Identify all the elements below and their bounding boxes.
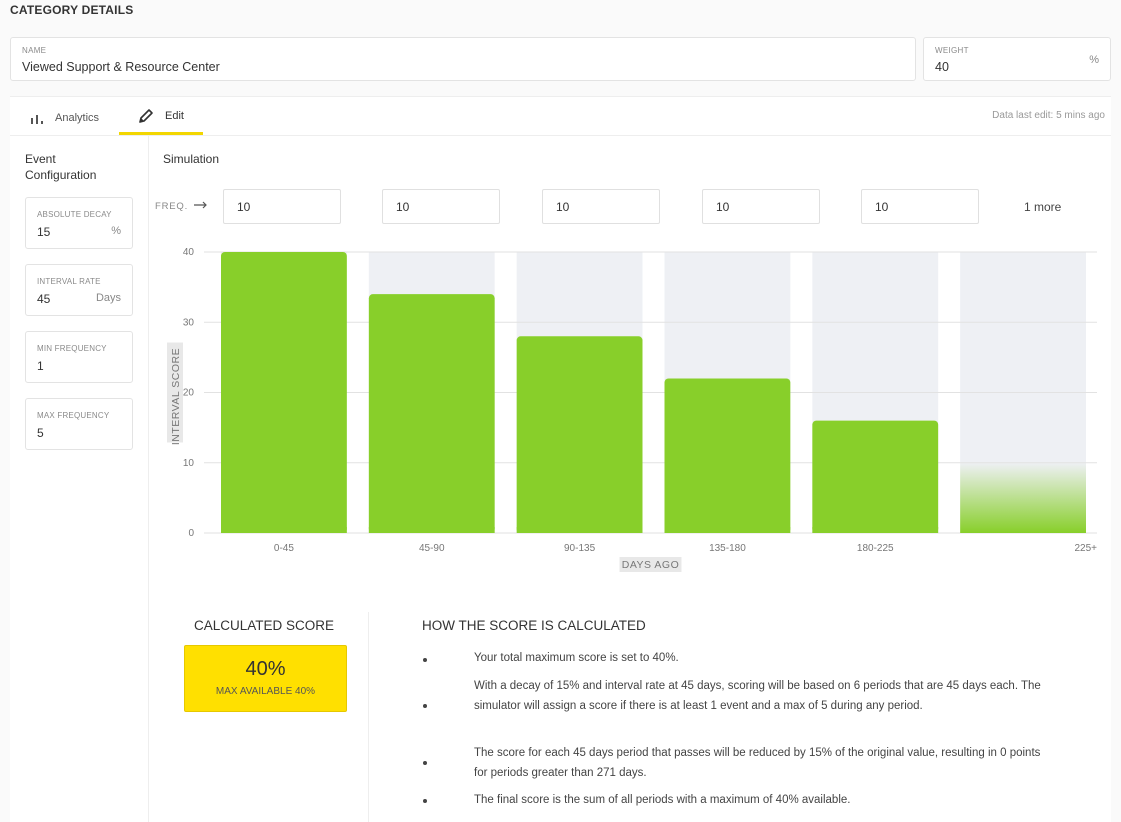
min-frequency-label: MIN FREQUENCY: [37, 344, 107, 353]
bar-base: [368, 527, 495, 533]
y-tick-label: 20: [183, 388, 195, 399]
x-axis-label-bg: [619, 557, 682, 572]
event-config-title: Event Configuration: [25, 152, 97, 182]
weight-field-label: WEIGHT: [935, 46, 969, 55]
x-tick-label: 0-45: [274, 543, 294, 554]
absolute-decay-value: 15: [37, 225, 51, 239]
tab-analytics[interactable]: Analytics: [30, 100, 110, 135]
arrow-right-icon: [194, 201, 208, 212]
name-field-value: Viewed Support & Resource Center: [22, 60, 220, 74]
bar-225+: [960, 462, 1086, 533]
y-tick-label: 40: [183, 247, 195, 258]
tab-analytics-label: Analytics: [55, 111, 100, 124]
how-bullet-4: The final score is the sum of all period…: [474, 794, 851, 806]
bar-180-225: [812, 420, 939, 533]
absolute-decay-label: ABSOLUTE DECAY: [37, 210, 112, 219]
chart-axis-labels: DAYS AGO INTERVAL SCORE: [167, 342, 682, 572]
calculated-score-value: 40%: [245, 658, 286, 680]
x-tick-label: 45-90: [419, 543, 445, 554]
bar-90-135: [516, 336, 643, 533]
bullet-dot: [423, 761, 427, 765]
x-axis-label: DAYS AGO: [622, 559, 680, 571]
simulation-title: Simulation: [163, 152, 220, 166]
bar-base: [664, 527, 791, 533]
absolute-decay-field[interactable]: ABSOLUTE DECAY 15 %: [25, 197, 133, 249]
x-tick-label: 90-135: [564, 543, 596, 554]
page-title: CATEGORY DETAILS: [10, 3, 134, 17]
sidebar-divider: [148, 136, 149, 822]
calculated-score-box: 40% MAX AVAILABLE 40%: [184, 645, 347, 712]
weight-unit: %: [1089, 54, 1099, 66]
tab-edit[interactable]: Edit: [119, 100, 203, 135]
y-tick-label: 0: [188, 528, 194, 539]
how-calculated-title: HOW THE SCORE IS CALCULATED: [422, 618, 646, 633]
max-frequency-label: MAX FREQUENCY: [37, 411, 110, 420]
weight-field-value: 40: [935, 60, 949, 74]
x-tick-label: 135-180: [709, 543, 746, 554]
interval-rate-label: INTERVAL RATE: [37, 277, 101, 286]
score-divider: [368, 612, 369, 822]
name-field[interactable]: NAME Viewed Support & Resource Center: [10, 37, 916, 81]
chart-grid: [204, 251, 1097, 534]
x-tick-label: 180-225: [857, 543, 894, 554]
name-field-label: NAME: [22, 46, 47, 55]
freq-input-2[interactable]: 10: [382, 189, 500, 224]
bar-135-180: [664, 378, 791, 533]
bar-base: [812, 527, 939, 533]
interval-rate-unit: Days: [95, 292, 121, 304]
y-tick-label: 30: [183, 317, 195, 328]
tabs-divider: [10, 135, 1111, 136]
weight-field[interactable]: WEIGHT 40 %: [923, 37, 1111, 81]
how-bullet-1: Your total maximum score is set to 40%.: [474, 652, 679, 664]
y-axis-label: INTERVAL SCORE: [170, 348, 182, 445]
min-frequency-value: 1: [37, 359, 44, 373]
max-frequency-value: 5: [37, 426, 44, 440]
freq-input-4[interactable]: 10: [702, 189, 820, 224]
bar-45-90: [368, 294, 495, 533]
freq-input-5[interactable]: 10: [861, 189, 979, 224]
data-last-edit: Data last edit: 5 mins ago: [992, 110, 1105, 121]
interval-score-chart: 0 10 20 30 40 0-45 45-90 90-135 135-180 180-225 2…: [167, 247, 1097, 572]
bar-base: [221, 527, 347, 533]
freq-label-text: FREQ.: [155, 201, 189, 212]
freq-label: FREQ.: [155, 201, 208, 212]
y-tick-label: 10: [183, 458, 195, 469]
bullet-dot: [423, 704, 427, 708]
bar-base: [516, 527, 643, 533]
bullet-dot: [423, 799, 427, 803]
calculated-score-max: MAX AVAILABLE 40%: [215, 686, 316, 697]
y-axis-label-bg: [167, 342, 183, 443]
bar-chart-icon: [30, 112, 45, 124]
how-bullet-2: With a decay of 15% and interval rate at…: [474, 680, 1041, 712]
interval-rate-field[interactable]: INTERVAL RATE 45 Days: [25, 264, 133, 316]
tab-edit-label: Edit: [165, 110, 184, 122]
pencil-icon: [137, 107, 155, 125]
x-tick-label: 225+: [1074, 543, 1097, 554]
how-bullet-3: The score for each 45 days period that p…: [474, 747, 1041, 779]
bullet-dot: [423, 658, 427, 662]
calculated-score-title: CALCULATED SCORE: [194, 618, 335, 633]
min-frequency-field[interactable]: MIN FREQUENCY 1: [25, 331, 133, 383]
chart-x-ticks: 0-45 45-90 90-135 135-180 180-225 225+: [274, 543, 1097, 554]
chart-bars: [221, 252, 1086, 533]
freq-input-1[interactable]: 10: [223, 189, 341, 224]
chart-y-ticks: 0 10 20 30 40: [183, 247, 195, 539]
bar-0-45: [221, 252, 347, 533]
absolute-decay-unit: %: [111, 225, 121, 237]
max-frequency-field[interactable]: MAX FREQUENCY 5: [25, 398, 133, 450]
freq-input-3[interactable]: 10: [542, 189, 660, 224]
interval-rate-value: 45: [37, 292, 51, 306]
more-freq-link[interactable]: 1 more: [1024, 200, 1062, 214]
